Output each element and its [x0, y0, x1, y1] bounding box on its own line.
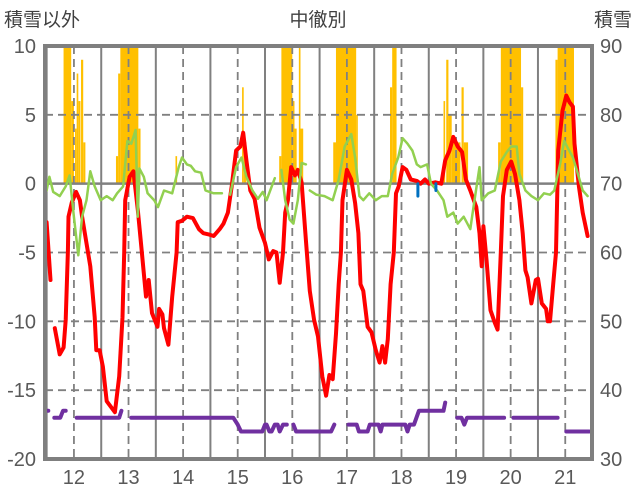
y-right-tick-label: 50 — [600, 311, 622, 333]
snow-bar — [392, 46, 397, 184]
snow-bar — [390, 87, 393, 184]
series-line-green — [45, 128, 589, 257]
tick-labels: 10 90 5 80 0 70 -5 60 -10 50 -15 40 -20 30 12 13 14 15 16 1… — [7, 36, 622, 489]
y-right-tick-label: 40 — [600, 380, 622, 402]
snow-bar — [71, 101, 74, 184]
snow-bar — [294, 128, 297, 184]
snow-bar — [555, 59, 558, 184]
x-tick-label: 18 — [390, 467, 412, 489]
y-right-tick-label: 90 — [600, 36, 622, 58]
snow-bar — [76, 73, 79, 184]
series-lines — [44, 93, 592, 434]
snow-bar — [75, 128, 77, 184]
snow-bar — [463, 142, 469, 184]
right-axis-title: 積雪 — [594, 9, 632, 31]
snow-bar — [300, 128, 304, 184]
y-left-tick-label: 5 — [25, 105, 36, 127]
snow-bar — [461, 87, 464, 184]
x-tick-label: 19 — [445, 467, 467, 489]
y-left-tick-label: -10 — [7, 311, 36, 333]
x-tick-label: 16 — [281, 467, 303, 489]
y-right-tick-label: 80 — [600, 105, 622, 127]
y-left-tick-label: -5 — [18, 243, 36, 265]
series-line-blue — [416, 182, 438, 198]
snow-bar — [446, 59, 449, 184]
snow-bar — [333, 142, 336, 184]
snow-bar — [83, 142, 86, 184]
y-right-tick-label: 60 — [600, 243, 622, 265]
y-right-tick-label: 30 — [600, 449, 622, 471]
snow-bar — [118, 73, 121, 184]
x-tick-label: 20 — [500, 467, 522, 489]
x-tick-label: 21 — [554, 467, 576, 489]
chart-title: 中徹別 — [289, 9, 346, 31]
series-line-purple — [44, 400, 592, 434]
snow-bar — [138, 128, 141, 184]
y-right-tick-label: 70 — [600, 174, 622, 196]
y-left-tick-label: -15 — [7, 380, 36, 402]
y-left-tick-label: -20 — [7, 449, 36, 471]
snow-bar — [175, 156, 178, 184]
snow-bar — [521, 87, 524, 184]
left-axis-title: 積雪以外 — [4, 9, 80, 31]
snow-bar — [115, 156, 119, 184]
x-tick-label: 17 — [336, 467, 358, 489]
snow-bar — [292, 101, 295, 184]
y-left-tick-label: 10 — [14, 36, 36, 58]
series-line-red — [44, 93, 590, 415]
snow-bar — [81, 59, 84, 184]
snow-bar — [78, 101, 81, 184]
x-tick-label: 13 — [117, 467, 139, 489]
snow-bar — [356, 114, 358, 184]
snow-bar — [443, 101, 446, 184]
x-tick-label: 14 — [172, 467, 194, 489]
x-tick-label: 15 — [227, 467, 249, 489]
snow-bar — [63, 46, 72, 184]
y-left-tick-label: 0 — [25, 174, 36, 196]
plot-frame — [43, 44, 594, 461]
x-tick-label: 12 — [63, 467, 85, 489]
